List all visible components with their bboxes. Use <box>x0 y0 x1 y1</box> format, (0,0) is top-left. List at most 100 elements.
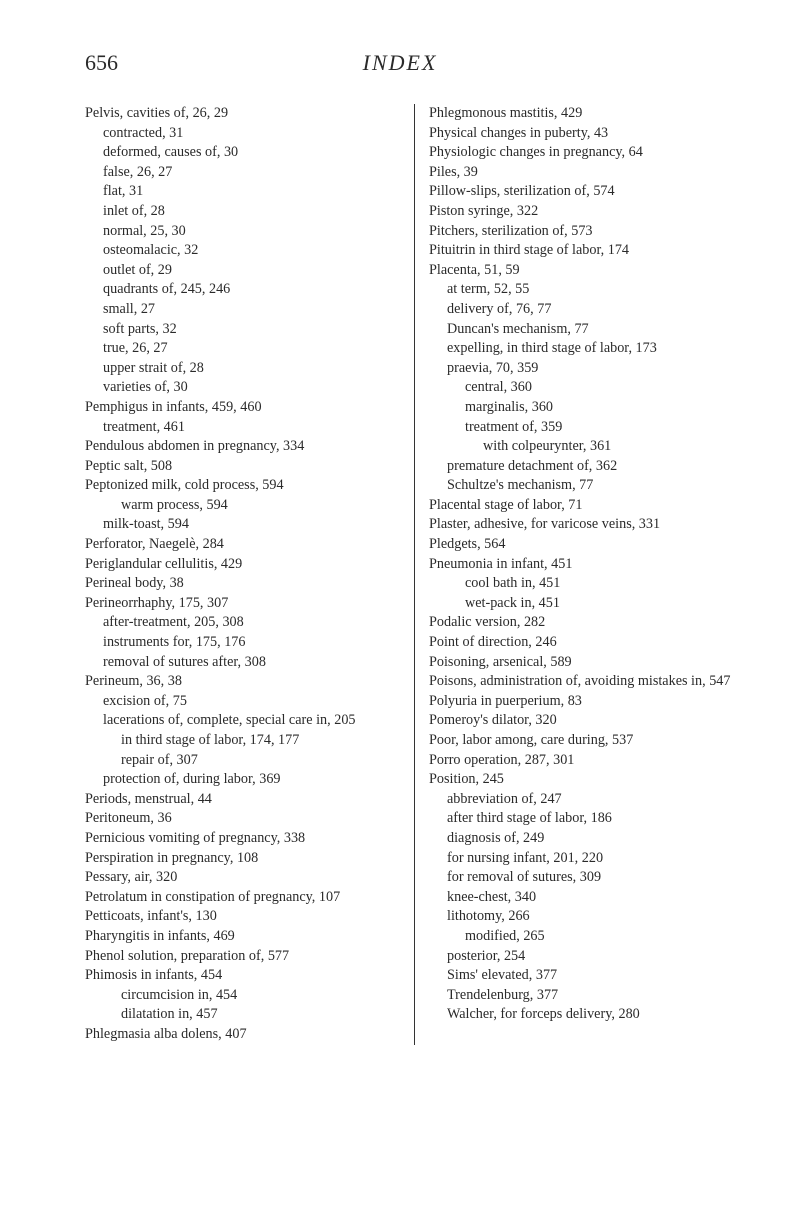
index-entry: Perineorrhaphy, 175, 307 <box>85 594 400 614</box>
index-entry: soft parts, 32 <box>85 320 400 340</box>
index-entry: normal, 25, 30 <box>85 222 400 242</box>
index-entry: Porro operation, 287, 301 <box>429 751 745 771</box>
index-entry: deformed, causes of, 30 <box>85 143 400 163</box>
index-entry: Phlegmasia alba dolens, 407 <box>85 1025 400 1045</box>
index-entry: Podalic version, 282 <box>429 613 745 633</box>
index-entry: Periglandular cellulitis, 429 <box>85 555 400 575</box>
index-entry: at term, 52, 55 <box>429 280 745 300</box>
index-entry: Pemphigus in infants, 459, 460 <box>85 398 400 418</box>
index-entry: Pituitrin in third stage of labor, 174 <box>429 241 745 261</box>
index-entry: Poor, labor among, care during, 537 <box>429 731 745 751</box>
index-entry: Plaster, adhesive, for varicose veins, 3… <box>429 515 745 535</box>
index-entry: Schultze's mechanism, 77 <box>429 476 745 496</box>
index-entry: praevia, 70, 359 <box>429 359 745 379</box>
index-entry: Point of direction, 246 <box>429 633 745 653</box>
index-entry: central, 360 <box>429 378 745 398</box>
index-entry: marginalis, 360 <box>429 398 745 418</box>
index-entry: repair of, 307 <box>85 751 400 771</box>
index-entry: Duncan's mechanism, 77 <box>429 320 745 340</box>
index-entry: lithotomy, 266 <box>429 907 745 927</box>
index-entry: dilatation in, 457 <box>85 1005 400 1025</box>
index-entry: small, 27 <box>85 300 400 320</box>
index-entry: treatment of, 359 <box>429 418 745 438</box>
index-entry: Walcher, for forceps delivery, 280 <box>429 1005 745 1025</box>
index-entry: contracted, 31 <box>85 124 400 144</box>
index-entry: Poisoning, arsenical, 589 <box>429 653 745 673</box>
index-entry: in third stage of labor, 174, 177 <box>85 731 400 751</box>
page-title: INDEX <box>363 50 438 76</box>
index-entry: Perineum, 36, 38 <box>85 672 400 692</box>
right-column: Phlegmonous mastitis, 429Physical change… <box>415 104 745 1045</box>
index-entry: osteomalacic, 32 <box>85 241 400 261</box>
left-column: Pelvis, cavities of, 26, 29contracted, 3… <box>85 104 415 1045</box>
index-entry: Perineal body, 38 <box>85 574 400 594</box>
index-entry: Pendulous abdomen in pregnancy, 334 <box>85 437 400 457</box>
index-entry: Pillow-slips, sterilization of, 574 <box>429 182 745 202</box>
index-entry: Perforator, Naegelè, 284 <box>85 535 400 555</box>
index-entry: Perspiration in pregnancy, 108 <box>85 849 400 869</box>
index-entry: Peritoneum, 36 <box>85 809 400 829</box>
index-entry: quadrants of, 245, 246 <box>85 280 400 300</box>
index-entry: Placenta, 51, 59 <box>429 261 745 281</box>
index-entry: delivery of, 76, 77 <box>429 300 745 320</box>
index-entry: Sims' elevated, 377 <box>429 966 745 986</box>
index-entry: Pessary, air, 320 <box>85 868 400 888</box>
page-header: 656 INDEX <box>85 50 745 76</box>
index-entry: Polyuria in puerperium, 83 <box>429 692 745 712</box>
page-number: 656 <box>85 50 118 76</box>
index-entry: after third stage of labor, 186 <box>429 809 745 829</box>
index-entry: outlet of, 29 <box>85 261 400 281</box>
index-entry: for nursing infant, 201, 220 <box>429 849 745 869</box>
index-entry: posterior, 254 <box>429 947 745 967</box>
index-entry: Phlegmonous mastitis, 429 <box>429 104 745 124</box>
index-entry: Pledgets, 564 <box>429 535 745 555</box>
index-entry: with colpeurynter, 361 <box>429 437 745 457</box>
index-entry: for removal of sutures, 309 <box>429 868 745 888</box>
index-entry: instruments for, 175, 176 <box>85 633 400 653</box>
index-entry: milk-toast, 594 <box>85 515 400 535</box>
index-entry: Pomeroy's dilator, 320 <box>429 711 745 731</box>
index-entry: modified, 265 <box>429 927 745 947</box>
index-entry: wet-pack in, 451 <box>429 594 745 614</box>
index-entry: removal of sutures after, 308 <box>85 653 400 673</box>
index-entry: knee-chest, 340 <box>429 888 745 908</box>
index-entry: true, 26, 27 <box>85 339 400 359</box>
index-entry: Piston syringe, 322 <box>429 202 745 222</box>
index-entry: expelling, in third stage of labor, 173 <box>429 339 745 359</box>
index-entry: Petrolatum in constipation of pregnancy,… <box>85 888 400 908</box>
index-entry: Pneumonia in infant, 451 <box>429 555 745 575</box>
index-entry: Piles, 39 <box>429 163 745 183</box>
index-entry: excision of, 75 <box>85 692 400 712</box>
index-entry: protection of, during labor, 369 <box>85 770 400 790</box>
index-entry: abbreviation of, 247 <box>429 790 745 810</box>
index-entry: treatment, 461 <box>85 418 400 438</box>
index-entry: Phimosis in infants, 454 <box>85 966 400 986</box>
index-entry: Phenol solution, preparation of, 577 <box>85 947 400 967</box>
index-entry: lacerations of, complete, special care i… <box>85 711 400 731</box>
index-entry: after-treatment, 205, 308 <box>85 613 400 633</box>
index-entry: premature detachment of, 362 <box>429 457 745 477</box>
index-entry: Trendelenburg, 377 <box>429 986 745 1006</box>
index-entry: Physical changes in puberty, 43 <box>429 124 745 144</box>
index-entry: Placental stage of labor, 71 <box>429 496 745 516</box>
index-entry: false, 26, 27 <box>85 163 400 183</box>
index-entry: Peptic salt, 508 <box>85 457 400 477</box>
index-entry: flat, 31 <box>85 182 400 202</box>
index-entry: Pharyngitis in infants, 469 <box>85 927 400 947</box>
index-entry: circumcision in, 454 <box>85 986 400 1006</box>
index-entry: Pelvis, cavities of, 26, 29 <box>85 104 400 124</box>
index-entry: varieties of, 30 <box>85 378 400 398</box>
index-entry: cool bath in, 451 <box>429 574 745 594</box>
index-entry: inlet of, 28 <box>85 202 400 222</box>
index-entry: diagnosis of, 249 <box>429 829 745 849</box>
index-entry: Peptonized milk, cold process, 594 <box>85 476 400 496</box>
index-entry: upper strait of, 28 <box>85 359 400 379</box>
index-entry: Pernicious vomiting of pregnancy, 338 <box>85 829 400 849</box>
index-entry: Poisons, administration of, avoid­ing mi… <box>429 672 745 692</box>
index-entry: Position, 245 <box>429 770 745 790</box>
index-entry: Petticoats, infant's, 130 <box>85 907 400 927</box>
index-entry: Pitchers, sterilization of, 573 <box>429 222 745 242</box>
index-entry: warm process, 594 <box>85 496 400 516</box>
index-entry: Physiologic changes in pregnancy, 64 <box>429 143 745 163</box>
index-entry: Periods, menstrual, 44 <box>85 790 400 810</box>
